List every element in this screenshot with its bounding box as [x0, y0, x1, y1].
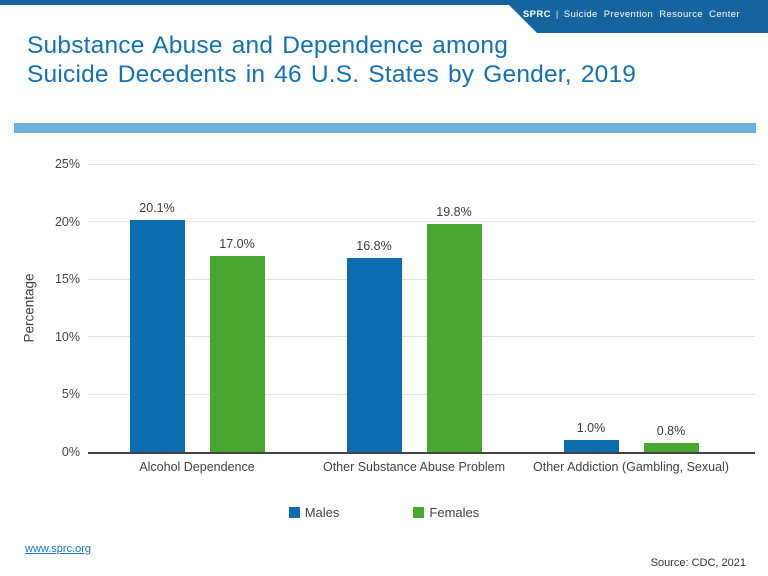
legend-item-females: Females [413, 505, 479, 520]
category-label: Alcohol Dependence [139, 460, 255, 474]
y-tick-label: 20% [54, 214, 80, 229]
bar-value-label: 20.1% [139, 201, 175, 216]
y-tick-label: 10% [54, 329, 80, 344]
gridline [88, 163, 755, 165]
legend-label: Females [429, 505, 480, 520]
gridline [88, 336, 755, 338]
bar-females [643, 442, 699, 452]
bar-males [129, 220, 185, 452]
legend-swatch-females [413, 507, 425, 518]
bar-value-label: 16.8% [356, 239, 392, 254]
gridline [88, 278, 755, 280]
gridline [88, 221, 755, 223]
legend-label: Males [304, 505, 340, 520]
bar-value-label: 0.8% [656, 423, 686, 438]
legend-swatch-males [288, 507, 300, 518]
y-tick-label: 25% [54, 157, 80, 171]
gridline [88, 393, 755, 395]
bar-value-label: 19.8% [436, 204, 472, 219]
chart-legend: Males Females [0, 505, 768, 520]
brand-lockup: SPRC | Suicide Prevention Resource Center [523, 9, 740, 20]
y-tick-label: 15% [54, 272, 80, 287]
y-tick-label: 5% [61, 387, 80, 402]
org-name: Suicide Prevention Resource Center [563, 9, 740, 20]
page-title: Substance Abuse and Dependence among Sui… [27, 31, 636, 89]
page-title-line1: Substance Abuse and Dependence among [27, 32, 509, 59]
bar-females [209, 256, 265, 452]
bar-females [426, 223, 482, 452]
category-label: Other Substance Abuse Problem [322, 460, 506, 474]
title-divider [14, 123, 756, 133]
sprc-link[interactable]: www.sprc.org [25, 543, 92, 555]
page-title-line2: Suicide Decedents in 46 U.S. States by G… [27, 61, 637, 88]
plot-area: Percentage 0% 5% 10% 15% 20% 25% 20.1% 17.0% Alc… [22, 157, 755, 474]
header-banner: SPRC | Suicide Prevention Resource Center [0, 0, 768, 33]
bar-value-label: 17.0% [219, 237, 255, 252]
category-label: Other Addiction (Gambling, Sexual) [533, 460, 729, 474]
y-tick-label: 0% [61, 445, 80, 459]
bar-males [346, 258, 402, 452]
bar-value-label: 1.0% [576, 421, 606, 436]
legend-item-males: Males [288, 505, 340, 520]
source-note: Source: CDC, 2021 [650, 557, 746, 569]
bar-males [563, 440, 619, 452]
brand-name: SPRC [522, 9, 551, 20]
brand-separator: | [555, 9, 559, 20]
